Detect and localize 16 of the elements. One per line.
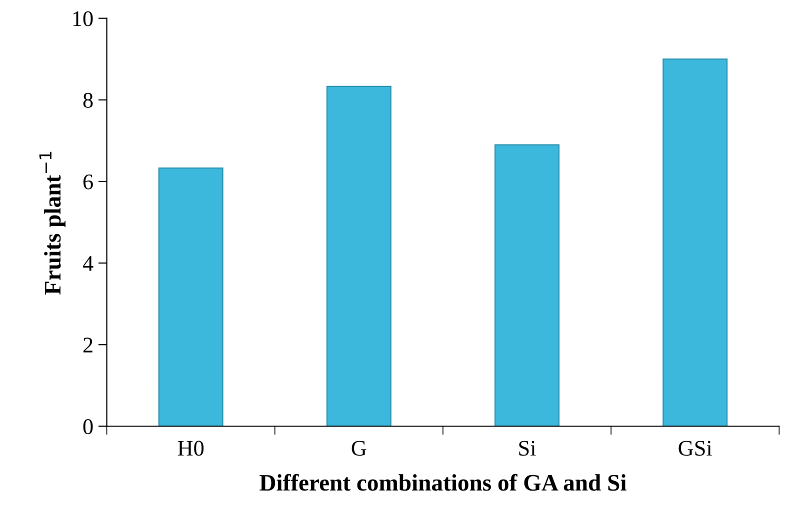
bar	[494, 144, 560, 426]
y-tick-label: 4	[82, 256, 94, 271]
y-axis-title: Fruits plant$^{−1}$	[39, 152, 66, 295]
x-tick-label: H0	[178, 440, 204, 456]
y-tick-label: 10	[73, 11, 93, 26]
x-tick-label: Si	[519, 440, 536, 456]
bar	[662, 58, 728, 426]
y-tick-label: 2	[83, 338, 92, 352]
x-axis-title: Different combinations of GA and Si	[260, 474, 626, 491]
y-tick-label: 0	[83, 419, 93, 434]
y-tick-label: 6	[83, 174, 93, 190]
bar	[158, 167, 224, 426]
x-tick-label: GSi	[678, 440, 712, 456]
bar	[326, 86, 392, 426]
y-tick-label: 8	[83, 92, 93, 108]
x-tick-label: G	[352, 440, 366, 456]
